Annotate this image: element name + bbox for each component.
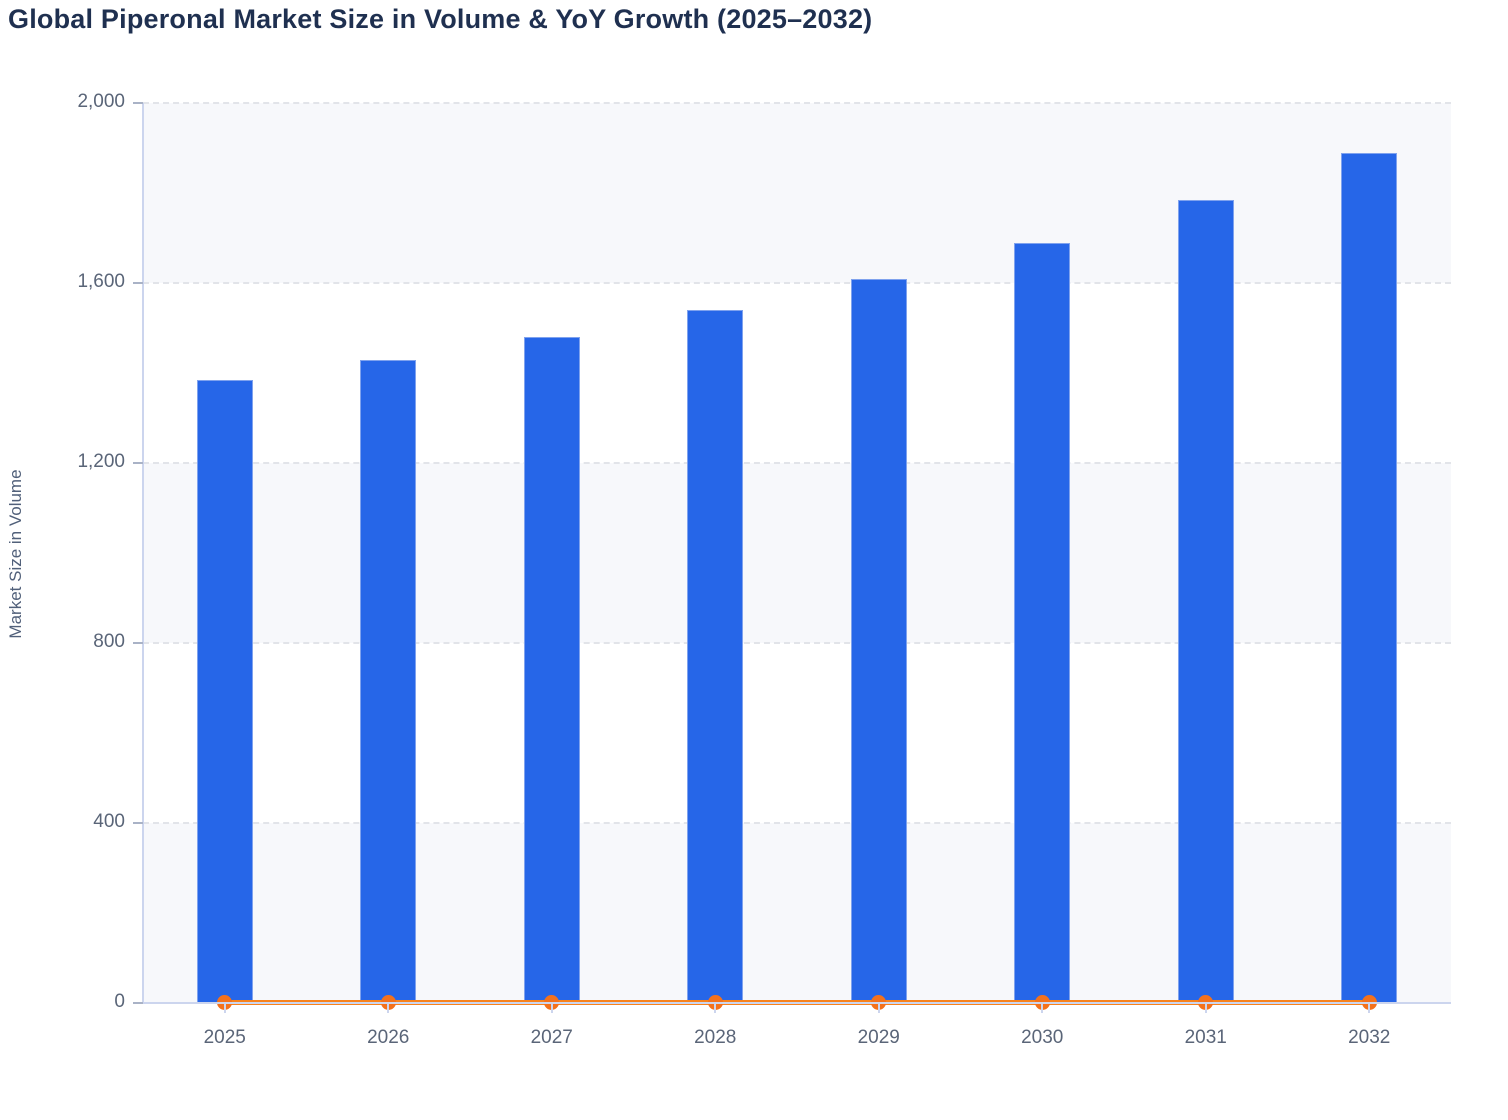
x-axis-label-2025: 2025 xyxy=(203,1027,246,1048)
y-axis-tick-mark xyxy=(133,102,143,104)
x-axis-tick-mark xyxy=(1041,1004,1044,1013)
gridline xyxy=(143,102,1451,104)
bar-2025[interactable] xyxy=(196,379,253,1003)
y-axis-tick-mark xyxy=(133,642,143,644)
x-axis-tick-mark xyxy=(223,1004,226,1013)
y-axis-tick-label: 800 xyxy=(93,631,125,652)
chart-title: Global Piperonal Market Size in Volume &… xyxy=(8,4,873,34)
x-axis-tick-mark xyxy=(1368,1004,1371,1013)
y-axis-line xyxy=(142,103,144,1004)
x-axis-tick-mark xyxy=(877,1004,880,1013)
x-axis-label-2026: 2026 xyxy=(367,1027,410,1048)
y-axis-tick-mark xyxy=(133,1002,143,1004)
bar-2030[interactable] xyxy=(1014,242,1071,1003)
bar-2027[interactable] xyxy=(523,337,580,1003)
bar-2032[interactable] xyxy=(1341,152,1398,1003)
gridline xyxy=(143,282,1451,284)
y-axis-tick-label: 1,200 xyxy=(77,451,125,472)
y-axis-tick-mark xyxy=(133,282,143,284)
plot-area xyxy=(143,102,1451,1010)
y-axis-tick-label: 1,600 xyxy=(77,271,125,292)
plot-band xyxy=(143,463,1451,643)
x-axis-tick-mark xyxy=(387,1004,390,1013)
y-axis-tick-label: 0 xyxy=(114,991,125,1012)
x-axis-label-2028: 2028 xyxy=(694,1027,737,1048)
bar-2028[interactable] xyxy=(687,310,744,1003)
bar-2029[interactable] xyxy=(850,278,907,1003)
x-axis-tick-mark xyxy=(714,1004,717,1013)
y-axis-tick-mark xyxy=(133,462,143,464)
y-axis-tick-mark xyxy=(133,822,143,824)
x-axis-label-2030: 2030 xyxy=(1021,1027,1064,1048)
bar-2031[interactable] xyxy=(1177,199,1234,1003)
x-axis-label-2032: 2032 xyxy=(1348,1027,1391,1048)
y-axis-tick-label: 400 xyxy=(93,811,125,832)
x-axis-label-2027: 2027 xyxy=(530,1027,573,1048)
x-axis-tick-mark xyxy=(550,1004,553,1013)
x-axis-label-2031: 2031 xyxy=(1184,1027,1227,1048)
x-axis-label-2029: 2029 xyxy=(857,1027,900,1048)
plot-band xyxy=(143,823,1451,1003)
bar-2026[interactable] xyxy=(360,359,417,1003)
x-axis-tick-mark xyxy=(1204,1004,1207,1013)
gridline xyxy=(143,822,1451,824)
gridline xyxy=(143,462,1451,464)
gridline xyxy=(143,642,1451,644)
plot-band xyxy=(143,103,1451,283)
y-axis-tick-label: 2,000 xyxy=(77,91,125,112)
x-axis-line xyxy=(143,1002,1451,1004)
